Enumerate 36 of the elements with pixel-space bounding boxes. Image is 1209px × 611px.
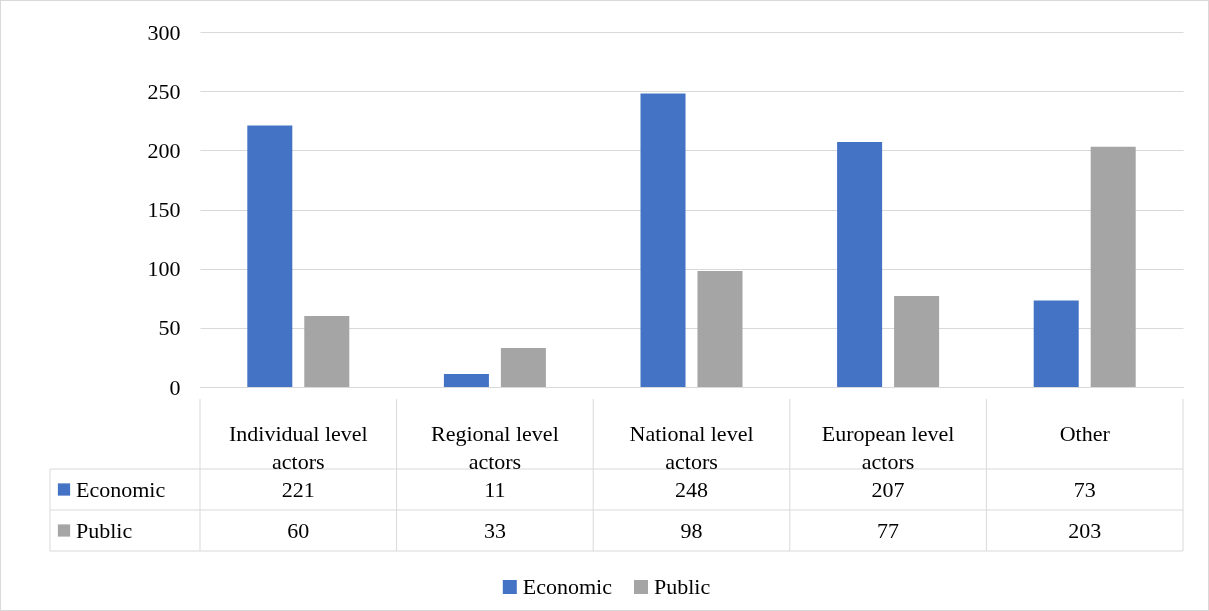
data-label: 77 [877, 517, 900, 543]
data-label: 221 [281, 476, 315, 502]
x-tick-label: Individual level actors [228, 421, 368, 474]
y-tick-label: 200 [147, 137, 181, 163]
bar [247, 125, 293, 387]
text: Economic [522, 574, 612, 599]
bar [837, 142, 883, 387]
data-label: 207 [871, 476, 905, 502]
x-tick-label: Other [1059, 421, 1111, 446]
data-label: 248 [675, 476, 708, 502]
y-tick-label: 250 [147, 78, 181, 104]
y-tick-label: 50 [158, 315, 181, 341]
data-label: 73 [1073, 476, 1096, 502]
bar [443, 373, 489, 387]
legend-label: Economic [76, 476, 166, 502]
bar [500, 347, 546, 387]
bar [1033, 300, 1079, 387]
legend-label: Public [653, 574, 711, 599]
data-label: 11 [484, 476, 506, 502]
bar [1090, 146, 1136, 387]
y-tick-label: 0 [169, 374, 181, 400]
data-label: 98 [680, 517, 703, 543]
bar [304, 316, 350, 387]
y-tick-label: 150 [147, 197, 181, 222]
x-tick-label: Regional level actors [431, 421, 559, 474]
bar [697, 271, 743, 387]
text: Public [76, 517, 133, 543]
x-tick-label: National level actors [629, 421, 754, 474]
bar [894, 295, 940, 387]
data-label: 203 [1068, 517, 1102, 543]
y-tick-label: 300 [147, 19, 181, 45]
x-tick-label: European level actors [821, 421, 955, 474]
data-label: 33 [483, 517, 506, 543]
data-label: 60 [287, 517, 310, 543]
bar [640, 93, 686, 387]
y-tick-label: 100 [147, 256, 181, 282]
